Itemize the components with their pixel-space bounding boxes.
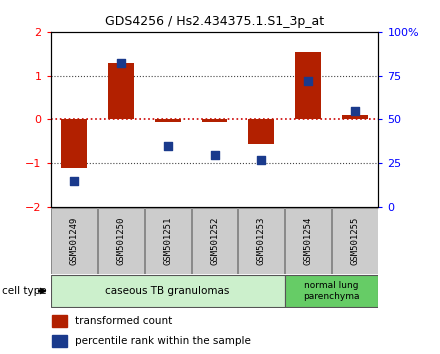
FancyBboxPatch shape [145,208,191,274]
Bar [61,120,87,168]
Text: GSM501253: GSM501253 [257,217,266,265]
Text: normal lung
parenchyma: normal lung parenchyma [303,281,360,301]
Point [258,157,265,162]
Point [352,108,359,114]
Text: GSM501252: GSM501252 [210,217,219,265]
FancyBboxPatch shape [51,275,285,307]
FancyBboxPatch shape [285,208,331,274]
Point [164,143,171,149]
FancyBboxPatch shape [98,208,144,274]
Bar [202,120,227,122]
FancyBboxPatch shape [51,208,97,274]
Text: GSM501255: GSM501255 [351,217,359,265]
Text: GSM501251: GSM501251 [163,217,172,265]
FancyBboxPatch shape [238,208,284,274]
Bar [108,63,134,120]
Text: caseous TB granulomas: caseous TB granulomas [106,286,230,296]
Bar [342,115,368,120]
Bar [155,120,180,122]
Text: GSM501250: GSM501250 [116,217,125,265]
Text: GSM501254: GSM501254 [304,217,313,265]
Text: GSM501249: GSM501249 [70,217,78,265]
Point [211,152,218,157]
Text: cell type: cell type [2,286,47,296]
Bar [52,335,67,347]
FancyBboxPatch shape [191,208,238,274]
Title: GDS4256 / Hs2.434375.1.S1_3p_at: GDS4256 / Hs2.434375.1.S1_3p_at [105,15,324,28]
Point [70,178,77,184]
FancyBboxPatch shape [332,208,378,274]
Bar [52,315,67,327]
Point [117,61,125,66]
Point [304,78,312,84]
FancyBboxPatch shape [285,275,378,307]
Text: transformed count: transformed count [75,316,172,326]
Bar [295,52,321,120]
Text: percentile rank within the sample: percentile rank within the sample [75,336,251,346]
Bar [249,120,274,144]
